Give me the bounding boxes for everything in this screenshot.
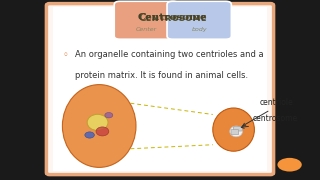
Ellipse shape: [62, 85, 136, 167]
Text: Centrosome: Centrosome: [138, 13, 208, 22]
FancyBboxPatch shape: [53, 7, 267, 171]
Ellipse shape: [105, 112, 113, 118]
Text: centrosome: centrosome: [253, 114, 298, 123]
Text: ◦: ◦: [62, 50, 68, 60]
FancyBboxPatch shape: [46, 4, 274, 175]
Text: body: body: [191, 27, 207, 32]
FancyBboxPatch shape: [167, 1, 231, 39]
FancyBboxPatch shape: [114, 1, 179, 39]
Text: centriole: centriole: [260, 98, 294, 107]
Ellipse shape: [96, 127, 109, 136]
Ellipse shape: [87, 114, 108, 130]
Ellipse shape: [213, 108, 254, 151]
Text: CENTROSOME: CENTROSOME: [129, 13, 216, 22]
Text: Center: Center: [136, 27, 157, 32]
FancyBboxPatch shape: [231, 130, 239, 135]
Text: Cᴇɴᴛʀᴏѕᴏᴍᴇ: Cᴇɴᴛʀᴏѕᴏᴍᴇ: [139, 13, 207, 23]
FancyBboxPatch shape: [233, 127, 242, 131]
Text: protein matrix. It is found in animal cells.: protein matrix. It is found in animal ce…: [75, 71, 248, 80]
Ellipse shape: [85, 132, 94, 138]
Circle shape: [277, 158, 302, 172]
Text: An organelle containing two centrioles and a: An organelle containing two centrioles a…: [75, 50, 264, 59]
Ellipse shape: [230, 126, 243, 137]
